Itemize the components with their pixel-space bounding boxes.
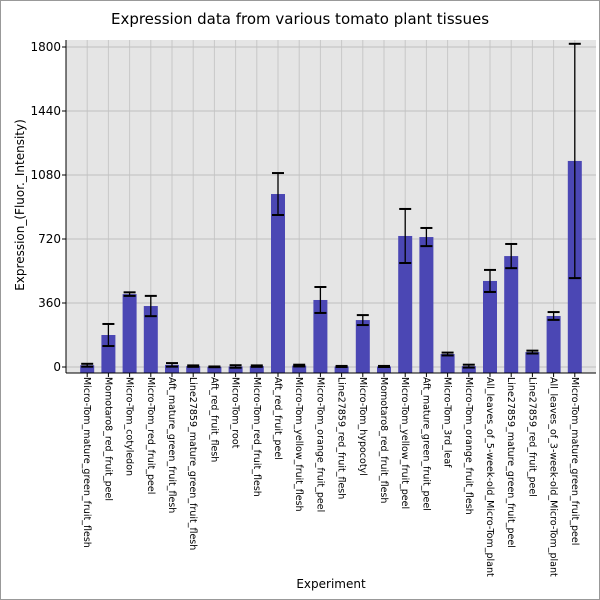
x-tick-label: All_leaves_of_3-week-old_Micro-Tom_plant (548, 377, 559, 577)
x-tick-label: Micro-Tom_root (230, 377, 241, 449)
x-tick-label: Micro-Tom_cotyledon (124, 377, 135, 476)
error-bar (144, 294, 157, 318)
x-tick-label: Line27859_mature_green_fruit_flesh (187, 377, 198, 550)
error-bar (208, 365, 221, 369)
x-tick-label: Aft_red_fruit_peel (272, 377, 283, 460)
bar (461, 366, 476, 373)
error-bar (356, 314, 369, 327)
bar (271, 194, 285, 373)
bar (398, 235, 413, 373)
error-bar (462, 363, 475, 369)
x-tick-label: Micro-Tom_yellow_fruit_flesh (293, 377, 304, 512)
bar (313, 299, 328, 373)
x-tick-label: Micro-Tom_red_fruit_peel (145, 377, 156, 494)
error-bar (229, 364, 242, 369)
bar (525, 352, 540, 373)
x-tick-label: Micro-Tom_yellow_fruit_peel (399, 377, 410, 509)
error-bar (547, 311, 560, 321)
error-bar (484, 268, 496, 293)
x-tick-label: Aft_red_fruit_flesh (208, 377, 219, 462)
bar (419, 237, 434, 373)
error-bar (293, 363, 306, 368)
x-tick-label: Micro-Tom_3rd_leaf (442, 377, 453, 468)
y-tick-label: 1080 (30, 168, 61, 182)
x-tick-label: Aft_mature_green_fruit_peel (420, 377, 431, 511)
bar (80, 365, 95, 373)
x-tick-label: Aft_mature_green_fruit_flesh (166, 377, 177, 513)
bar (122, 294, 137, 373)
error-bar (272, 172, 284, 216)
bar (143, 306, 158, 373)
error-bar (441, 351, 454, 357)
bar (101, 335, 116, 373)
y-tick-label: 1800 (30, 40, 61, 54)
x-tick-label: Line27859_mature_green_fruit_peel (505, 377, 516, 548)
error-bar (81, 362, 94, 368)
error-bar (568, 42, 581, 280)
x-tick-label: Micro-Tom_hypocotyl (357, 377, 368, 476)
x-tick-label: Micro-Tom_orange_fruit_flesh (463, 377, 474, 515)
error-bar (420, 226, 433, 248)
x-tick-label: Micro-Tom_red_fruit_flesh (251, 377, 262, 497)
x-tick-label: All_leaves_of_5-week-old_Micro-Tom_plant (484, 377, 495, 577)
error-bar (102, 322, 115, 348)
bar (377, 366, 391, 373)
x-tick-label: Line27859_red_fruit_flesh (336, 377, 347, 499)
error-bar (378, 364, 390, 368)
error-bar (505, 242, 518, 270)
bar (504, 256, 519, 373)
bar (249, 366, 264, 373)
error-bar (166, 362, 178, 368)
y-tick-label: 360 (38, 296, 61, 310)
x-tick-label: Micro-Tom_mature_green_fruit_flesh (81, 377, 92, 548)
bar (440, 354, 455, 373)
bar (334, 366, 349, 373)
error-bar (335, 364, 348, 368)
error-bar (187, 364, 200, 368)
x-tick-label: Line27859_red_fruit_peel (526, 377, 537, 497)
x-axis-label: Experiment (296, 577, 366, 591)
bar (228, 366, 243, 373)
y-tick-label: 0 (53, 360, 61, 374)
bar (292, 365, 307, 373)
bar (483, 280, 497, 373)
error-bar (399, 207, 412, 264)
error-bar (123, 291, 136, 297)
x-tick-label: Micro-Tom_mature_green_fruit_peel (569, 377, 580, 545)
chart-title: Expression data from various tomato plan… (110, 10, 490, 28)
error-bar (250, 364, 263, 368)
bar (355, 320, 370, 373)
x-tick-label: Momotaro8_red_fruit_flesh (378, 377, 389, 503)
x-tick-label: Momotaro8_red_fruit_peel (102, 377, 113, 501)
bar (546, 315, 561, 373)
y-tick-label: 1440 (30, 104, 61, 118)
x-tick-label: Micro-Tom_orange_fruit_peel (314, 377, 325, 512)
bar (186, 366, 201, 373)
error-bar (526, 349, 539, 355)
bar (165, 364, 179, 373)
error-bar (314, 286, 327, 314)
y-tick-label: 720 (38, 232, 61, 246)
bar (207, 366, 222, 373)
